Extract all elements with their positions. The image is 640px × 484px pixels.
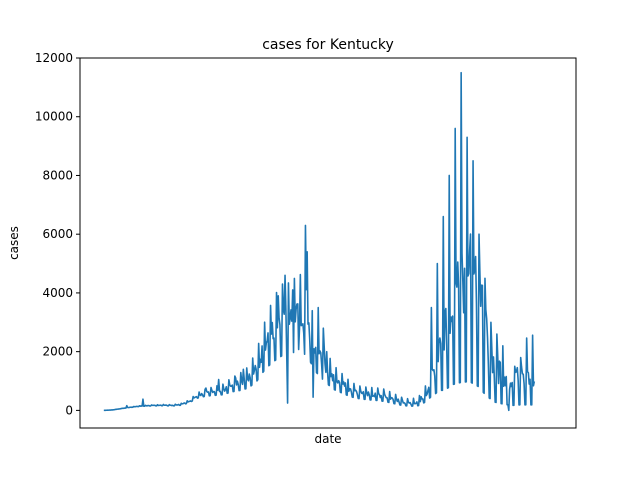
y-tick-label: 8000	[42, 168, 73, 182]
series-layer	[103, 71, 536, 412]
y-tick-label: 12000	[35, 51, 73, 65]
y-tick-label: 10000	[35, 110, 73, 124]
x-axis-label: date	[314, 432, 341, 446]
y-tick-label: 6000	[42, 227, 73, 241]
y-axis: 0 2000 4000 6000 8000 10000 12000	[35, 51, 80, 417]
y-tick-label: 2000	[42, 345, 73, 359]
y-axis-label: cases	[7, 226, 21, 260]
plot-border	[79, 57, 577, 429]
y-tick-label: 0	[65, 403, 73, 417]
chart-title: cases for Kentucky	[262, 37, 394, 53]
series-line	[103, 71, 536, 412]
y-tick-label: 4000	[42, 286, 73, 300]
